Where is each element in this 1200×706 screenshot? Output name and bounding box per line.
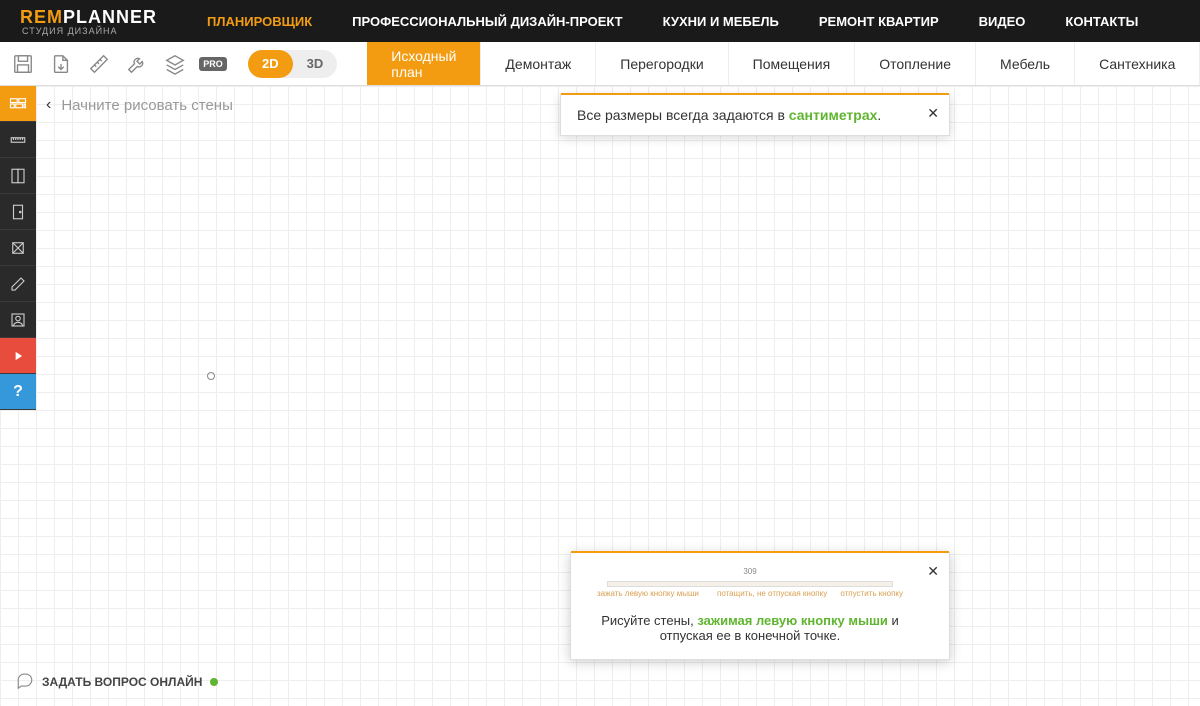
wall-tool-icon[interactable]	[0, 86, 36, 122]
eraser-tool-icon[interactable]	[0, 266, 36, 302]
instruction-popup: ✕ 309 зажать левую кнопку мыши потащить,…	[570, 552, 950, 660]
top-navigation: REMPLANNER СТУДИЯ ДИЗАЙНА ПЛАНИРОВЩИК ПР…	[0, 0, 1200, 42]
chat-icon	[16, 671, 34, 692]
column-tool-icon[interactable]	[0, 230, 36, 266]
tab-partitions[interactable]: Перегородки	[596, 42, 728, 85]
instr-step2: потащить, не отпуская кнопку	[717, 589, 827, 598]
instr-bar	[607, 581, 893, 587]
toolbar-tabs: Исходный план Демонтаж Перегородки Помещ…	[367, 42, 1200, 85]
tab-source-plan[interactable]: Исходный план	[367, 42, 481, 85]
cursor-marker	[207, 372, 215, 380]
info-text-accent: сантиметрах	[789, 107, 878, 123]
nav-planner[interactable]: ПЛАНИРОВЩИК	[207, 14, 312, 29]
info-text-prefix: Все размеры всегда задаются в	[577, 107, 789, 123]
nav-contacts[interactable]: КОНТАКТЫ	[1065, 14, 1138, 29]
instr-step1: зажать левую кнопку мыши	[597, 589, 699, 598]
chat-link[interactable]: ЗАДАТЬ ВОПРОС ОНЛАЙН	[16, 671, 218, 692]
nav-video[interactable]: ВИДЕО	[979, 14, 1026, 29]
logo-subtitle: СТУДИЯ ДИЗАЙНА	[22, 26, 157, 36]
tools-icon[interactable]	[124, 51, 150, 77]
close-icon[interactable]: ✕	[927, 105, 939, 122]
export-icon[interactable]	[48, 51, 74, 77]
toolbar: PRO 2D 3D Исходный план Демонтаж Перегор…	[0, 42, 1200, 86]
person-tool-icon[interactable]	[0, 302, 36, 338]
hint-row: ‹ Начните рисовать стены	[46, 96, 233, 114]
ruler-tool-icon[interactable]	[0, 122, 36, 158]
close-icon[interactable]: ✕	[927, 563, 939, 580]
left-sidebar: ?	[0, 86, 36, 410]
topnav-items: ПЛАНИРОВЩИК ПРОФЕССИОНАЛЬНЫЙ ДИЗАЙН-ПРОЕ…	[207, 14, 1138, 29]
play-icon[interactable]	[0, 338, 36, 374]
save-icon[interactable]	[10, 51, 36, 77]
instruction-diagram: 309 зажать левую кнопку мыши потащить, н…	[587, 567, 913, 603]
tab-plumbing[interactable]: Сантехника	[1075, 42, 1200, 85]
tab-furniture[interactable]: Мебель	[976, 42, 1075, 85]
info-popup: Все размеры всегда задаются в сантиметра…	[560, 94, 950, 136]
logo-part2: PLANNER	[63, 7, 157, 27]
instr-dimension: 309	[743, 567, 756, 576]
logo-part1: REM	[20, 7, 63, 27]
tab-demolition[interactable]: Демонтаж	[481, 42, 596, 85]
hint-text: Начните рисовать стены	[61, 97, 233, 114]
chevron-left-icon[interactable]: ‹	[46, 96, 51, 114]
instr-step3: отпустить кнопку	[840, 589, 903, 598]
view-3d-button[interactable]: 3D	[293, 50, 338, 78]
window-tool-icon[interactable]	[0, 194, 36, 230]
logo[interactable]: REMPLANNER СТУДИЯ ДИЗАЙНА	[20, 7, 157, 36]
pro-badge[interactable]: PRO	[200, 51, 226, 77]
tab-heating[interactable]: Отопление	[855, 42, 976, 85]
chat-label: ЗАДАТЬ ВОПРОС ОНЛАЙН	[42, 675, 202, 689]
help-icon[interactable]: ?	[0, 374, 36, 410]
measure-icon[interactable]	[86, 51, 112, 77]
nav-kitchen[interactable]: КУХНИ И МЕБЕЛЬ	[663, 14, 779, 29]
instruction-text: Рисуйте стены, зажимая левую кнопку мыши…	[587, 613, 913, 643]
view-toggle: 2D 3D	[248, 50, 337, 78]
info-text-suffix: .	[877, 107, 881, 123]
online-dot-icon	[210, 678, 218, 686]
door-tool-icon[interactable]	[0, 158, 36, 194]
nav-design[interactable]: ПРОФЕССИОНАЛЬНЫЙ ДИЗАЙН-ПРОЕКТ	[352, 14, 622, 29]
toolbar-left: PRO 2D 3D	[0, 42, 347, 85]
view-2d-button[interactable]: 2D	[248, 50, 293, 78]
nav-repair[interactable]: РЕМОНТ КВАРТИР	[819, 14, 939, 29]
layers-icon[interactable]	[162, 51, 188, 77]
tab-rooms[interactable]: Помещения	[729, 42, 856, 85]
